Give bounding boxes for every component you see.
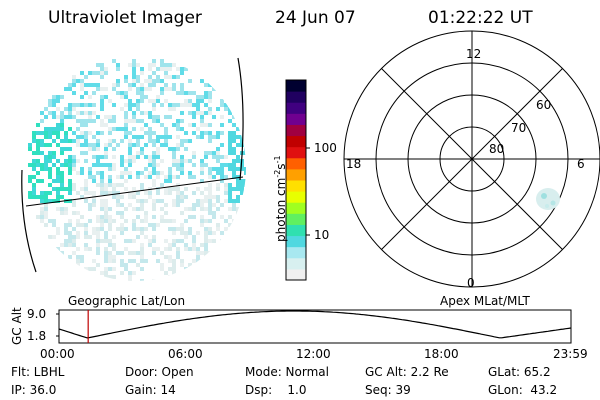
horizon-arc-right — [237, 57, 244, 181]
horizon-arc-left — [21, 169, 37, 273]
geographic-panel-label: Geographic Lat/Lon — [68, 294, 186, 308]
colorbar-segment — [286, 80, 306, 92]
date-label: 24 Jun 07 — [275, 8, 356, 28]
mlt-label-6: 6 — [577, 157, 585, 171]
colorbar-segment — [286, 135, 306, 148]
info-gc-alt: GC Alt: 2.2 Re — [365, 365, 449, 379]
colorbar-segment — [286, 202, 306, 214]
info-door: Door: Open — [125, 365, 194, 379]
lat-label-80: 80 — [489, 142, 505, 156]
info-gain: Gain: 14 — [125, 383, 176, 397]
color-bar — [285, 79, 307, 281]
lat-label-60: 60 — [536, 98, 552, 112]
colorbar-segment — [286, 157, 306, 170]
colorbar-segment — [286, 124, 306, 137]
timeline-xtick-1200: 12:00 — [296, 347, 331, 361]
colorbar-segment — [286, 213, 306, 225]
colorbar-segment — [286, 224, 306, 237]
geographic-image — [21, 57, 246, 281]
polar-plot — [343, 30, 600, 288]
timeline-ytick-1.8: 1.8 — [27, 329, 47, 343]
colorbar-segment — [286, 235, 306, 248]
altitude-timeline — [56, 309, 572, 344]
geographic-grid-line — [25, 176, 244, 207]
info-glat: GLat: 65.2 — [488, 365, 551, 379]
info-seq: Seq: 39 — [365, 383, 411, 397]
timeline-xtick-2359: 23:59 — [553, 347, 588, 361]
colorbar-segment — [286, 168, 306, 181]
polar-aurora-blob — [536, 188, 560, 210]
colorbar-segment — [286, 257, 306, 270]
app-title: Ultraviolet Imager — [48, 8, 202, 28]
timeline-ytick-9: 9.0 — [27, 307, 47, 321]
colorbar-segment — [286, 268, 306, 281]
info-dsp: Dsp: 1.0 — [245, 383, 307, 397]
timeline-ylabel: GC Alt — [10, 307, 24, 345]
info-glon: GLon: 43.2 — [488, 383, 558, 397]
timeline-xtick-0600: 06:00 — [168, 347, 203, 361]
timeline-xtick-1800: 18:00 — [424, 347, 459, 361]
mlt-label-0: 0 — [467, 276, 475, 290]
time-label: 01:22:22 UT — [428, 8, 533, 28]
mlt-label-18: 18 — [346, 157, 362, 171]
colorbar-segment — [286, 180, 306, 192]
polar-panel-label: Apex MLat/MLT — [440, 294, 530, 308]
colorbar-segment — [286, 246, 306, 259]
colorbar-segment — [286, 102, 306, 114]
info-mode: Mode: Normal — [245, 365, 329, 379]
colorbar-segment — [286, 191, 306, 203]
colorbar-units-label: photon cm-2s-1 — [273, 155, 288, 242]
colorbar-segment — [286, 91, 306, 103]
info-filter: Flt: LBHL — [11, 365, 65, 379]
colorbar-tick-100: 100 — [314, 141, 337, 155]
timeline-xtick-0000: 00:00 — [40, 347, 75, 361]
colorbar-tick-10: 10 — [314, 228, 330, 242]
lat-label-70: 70 — [511, 121, 527, 135]
mlt-label-12: 12 — [466, 47, 482, 61]
colorbar-segment — [286, 113, 306, 125]
colorbar-segment — [286, 146, 306, 159]
info-ip: IP: 36.0 — [11, 383, 57, 397]
